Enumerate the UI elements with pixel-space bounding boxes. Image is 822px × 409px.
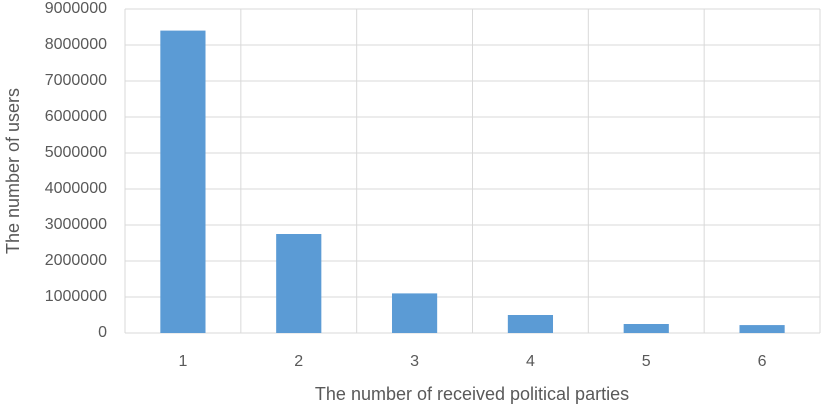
x-tick-label: 4 [526,353,535,370]
bar [507,315,554,333]
y-tick-label: 6000000 [45,108,107,125]
bar [391,293,438,333]
y-tick-label: 4000000 [45,180,107,197]
y-tick-label: 3000000 [45,216,107,233]
x-tick-label: 2 [294,353,303,370]
x-tick-label: 5 [642,353,651,370]
x-tick-label: 1 [178,353,187,370]
bar [739,325,785,333]
bar [160,30,206,333]
y-tick-label: 1000000 [45,288,107,305]
y-tick-label: 2000000 [45,252,107,269]
y-tick-label: 5000000 [45,144,107,161]
bar [623,324,669,333]
y-tick-label: 0 [98,324,107,341]
x-axis-title: The number of received political parties [315,384,629,404]
y-tick-label: 7000000 [45,72,107,89]
y-tick-label: 9000000 [45,0,107,17]
y-tick-label: 8000000 [45,36,107,53]
x-tick-label: 6 [758,353,767,370]
bar [276,234,322,333]
y-axis-title: The number of users [3,88,23,254]
x-tick-label: 3 [410,353,419,370]
